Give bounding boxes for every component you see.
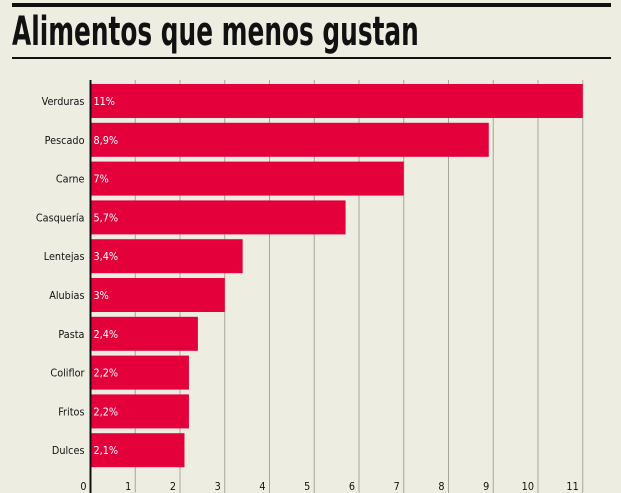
data-label: 3,4% xyxy=(94,251,119,264)
category-label: Lentejas xyxy=(44,251,85,264)
category-label: Carne xyxy=(56,173,85,186)
bar xyxy=(90,200,346,235)
bar xyxy=(90,239,243,274)
category-label: Alubias xyxy=(49,289,84,302)
bar xyxy=(90,278,225,312)
data-label: 2,4% xyxy=(94,328,119,341)
category-label: Dulces xyxy=(52,445,85,458)
x-tick-label: 4 xyxy=(259,480,266,493)
category-label: Pasta xyxy=(58,328,84,341)
bar xyxy=(90,355,189,390)
data-label: 11% xyxy=(94,95,116,108)
x-tick-label: 0 xyxy=(80,480,86,493)
x-tick-label: 9 xyxy=(483,480,489,493)
x-tick-label: 5 xyxy=(304,480,310,493)
bar xyxy=(90,122,489,157)
category-label: Casquería xyxy=(36,212,85,225)
bar xyxy=(90,394,189,429)
data-label: 7% xyxy=(94,173,110,186)
category-label: Fritos xyxy=(58,406,84,419)
category-label: Coliflor xyxy=(50,367,85,380)
x-tick-label: 6 xyxy=(349,480,355,493)
title-bottom-rule xyxy=(12,57,611,59)
data-label: 3% xyxy=(94,289,110,302)
data-label: 8,9% xyxy=(94,134,119,147)
data-label: 2,2% xyxy=(94,367,119,380)
x-tick-label: 11 xyxy=(566,480,578,493)
x-tick-label: 1 xyxy=(125,480,131,493)
data-label: 5,7% xyxy=(94,212,119,225)
x-tick-label: 8 xyxy=(438,480,444,493)
x-tick-label: 3 xyxy=(215,480,221,493)
chart-title: Alimentos que menos gustan xyxy=(12,9,419,55)
category-label: Verduras xyxy=(42,95,85,108)
bar xyxy=(90,84,583,118)
data-label: 2,1% xyxy=(94,445,119,458)
category-label: Pescado xyxy=(45,134,85,147)
data-label: 2,2% xyxy=(94,406,119,419)
bar xyxy=(90,316,198,351)
x-tick-label: 10 xyxy=(522,480,534,493)
x-tick-label: 2 xyxy=(170,480,176,493)
bar xyxy=(90,161,404,196)
bar xyxy=(90,433,185,468)
x-tick-label: 7 xyxy=(394,480,400,493)
title-top-rule xyxy=(12,3,611,7)
